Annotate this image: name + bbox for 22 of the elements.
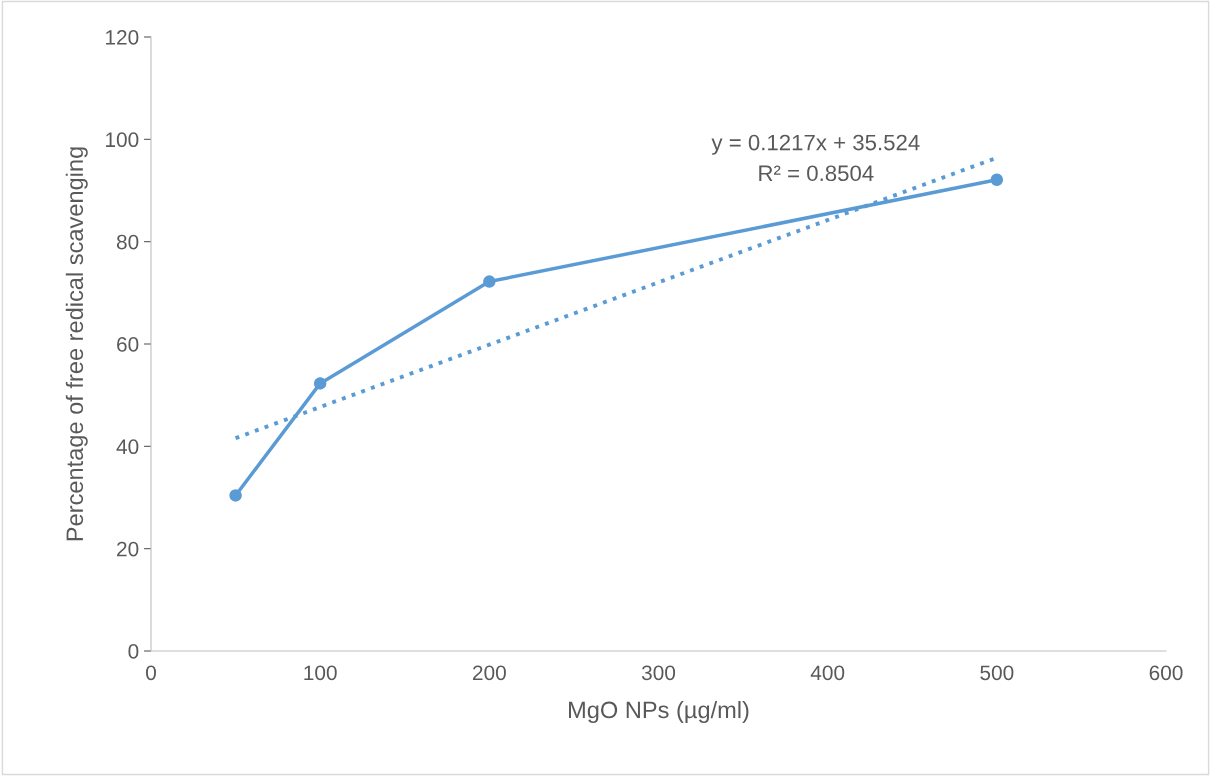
y-tick-label: 80 (116, 234, 139, 250)
point (229, 489, 242, 502)
x-tick-label: 200 (473, 665, 506, 681)
x-tick-label: 500 (980, 665, 1014, 681)
annotation: y = 0.1217x + 35.524 (711, 134, 920, 155)
point (483, 275, 496, 288)
y-tick-label: 0 (128, 644, 139, 659)
x-tick-label: 0 (146, 665, 156, 681)
x-tick-label: 600 (1149, 665, 1183, 681)
x-axis-title: MgO NPs (µg/ml) (569, 700, 749, 723)
x-tick-label: 100 (304, 665, 337, 681)
y-tick-label: 40 (116, 439, 139, 455)
point (990, 173, 1004, 187)
y-tick-label: 20 (117, 541, 139, 557)
y-axis-title: Percentage of free redical scavenging (65, 147, 88, 541)
x-tick-label: 300 (641, 665, 676, 681)
x-tick-label: 400 (810, 665, 845, 681)
y-tick-label: 120 (106, 30, 139, 45)
y-tick-label: 100 (106, 132, 139, 148)
annotation: R² = 0.8504 (759, 165, 874, 182)
y-tick-label: 60 (117, 337, 139, 352)
point (313, 377, 327, 390)
